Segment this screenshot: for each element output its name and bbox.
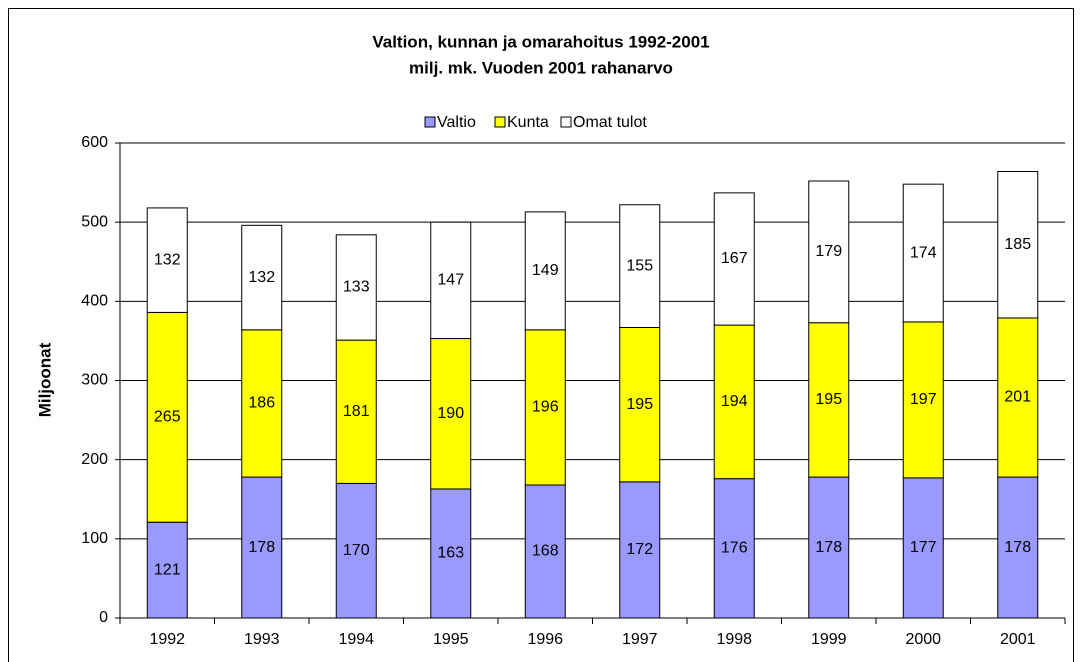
- bar-segment: [808, 180, 850, 324]
- legend-label: Omat tulot: [573, 114, 647, 131]
- data-label: 132: [248, 269, 275, 286]
- chart-subtitle: milj. mk. Vuoden 2001 rahanarvo: [409, 58, 673, 77]
- bar-segment: [146, 311, 188, 523]
- data-label: 163: [437, 545, 464, 562]
- x-tick-label: 1999: [811, 631, 847, 648]
- legend-label: Valtio: [437, 114, 476, 131]
- data-label: 181: [343, 403, 370, 420]
- data-label: 149: [532, 262, 559, 279]
- bar-segment: [430, 338, 472, 490]
- x-tick-label: 1997: [622, 631, 658, 648]
- data-label: 196: [532, 399, 559, 416]
- data-label: 186: [248, 395, 275, 412]
- data-label: 201: [1004, 389, 1031, 406]
- bar-segment: [335, 482, 377, 619]
- data-label: 176: [721, 540, 748, 557]
- data-label: 132: [154, 251, 181, 268]
- data-label: 178: [1004, 539, 1031, 556]
- bar-segment: [430, 488, 472, 619]
- x-tick-label: 1992: [149, 631, 185, 648]
- bar-segment: [997, 476, 1039, 619]
- y-tick-label: 300: [81, 372, 108, 389]
- data-label: 190: [437, 405, 464, 422]
- data-label: 179: [815, 243, 842, 260]
- data-label: 194: [721, 393, 748, 410]
- x-tick-label: 2000: [905, 631, 941, 648]
- data-label: 185: [1004, 236, 1031, 253]
- chart-title: Valtion, kunnan ja omarahoitus 1992-2001: [372, 32, 709, 51]
- legend-swatch: [494, 116, 506, 128]
- legend-swatch: [560, 116, 572, 128]
- x-tick-label: 1994: [338, 631, 374, 648]
- data-label: 121: [154, 561, 181, 578]
- data-label: 167: [721, 250, 748, 267]
- bar-segment: [713, 478, 755, 619]
- data-label: 170: [343, 542, 370, 559]
- y-tick-label: 100: [81, 530, 108, 547]
- bar-segment: [808, 476, 850, 619]
- bar-segment: [997, 171, 1039, 319]
- data-label: 178: [248, 539, 275, 556]
- data-label: 265: [154, 409, 181, 426]
- y-tick-label: 500: [81, 213, 108, 230]
- bar-segment: [524, 211, 566, 331]
- bar-segment: [241, 224, 283, 331]
- x-tick-label: 2001: [1000, 631, 1036, 648]
- data-label: 133: [343, 279, 370, 296]
- bar-segment: [619, 481, 661, 619]
- data-label: 197: [910, 391, 937, 408]
- data-label: 172: [626, 541, 653, 558]
- data-label: 178: [815, 539, 842, 556]
- bar-segment: [430, 221, 472, 340]
- data-label: 195: [626, 396, 653, 413]
- data-label: 155: [626, 257, 653, 274]
- data-label: 195: [815, 391, 842, 408]
- y-tick-label: 400: [81, 293, 108, 310]
- x-tick-label: 1995: [433, 631, 469, 648]
- y-tick-label: 600: [81, 134, 108, 151]
- bar-segment: [335, 234, 377, 341]
- bar-segment: [619, 204, 661, 328]
- bar-segment: [997, 317, 1039, 478]
- bar-segment: [524, 484, 566, 619]
- bar-segment: [902, 183, 944, 323]
- y-axis-label: Miljoonat: [35, 342, 54, 417]
- x-tick-label: 1996: [527, 631, 563, 648]
- x-tick-label: 1993: [244, 631, 280, 648]
- bar-segment: [713, 324, 755, 480]
- data-label: 174: [910, 244, 937, 261]
- data-label: 177: [910, 539, 937, 556]
- bar-segment: [241, 329, 283, 478]
- data-label: 147: [437, 272, 464, 289]
- bar-segment: [524, 329, 566, 486]
- bar-segment: [713, 192, 755, 326]
- legend-swatch: [424, 116, 436, 128]
- legend-label: Kunta: [507, 114, 549, 131]
- data-label: 168: [532, 543, 559, 560]
- x-tick-label: 1998: [716, 631, 752, 648]
- y-tick-label: 0: [99, 609, 108, 626]
- y-tick-label: 200: [81, 451, 108, 468]
- bar-segment: [146, 207, 188, 313]
- bar-segment: [146, 521, 188, 619]
